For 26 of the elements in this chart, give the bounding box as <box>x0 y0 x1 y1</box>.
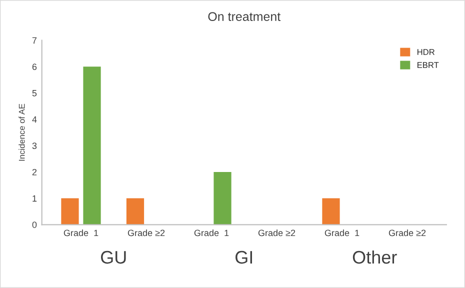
bar <box>83 66 101 225</box>
text: Other <box>352 250 397 264</box>
bar <box>322 198 340 225</box>
y-axis-title: Incidence of AE <box>18 104 25 161</box>
chart-title: On treatment <box>208 12 281 21</box>
legend-label: HDR <box>418 49 434 55</box>
y-tick-label: 6 <box>32 64 37 70</box>
y-tick-label: 3 <box>32 142 37 150</box>
x-tick-label: Grade ≥2 <box>128 230 165 236</box>
x-tick-label: Grade 1 <box>194 230 229 236</box>
x-tick-label: Grade ≥2 <box>258 230 296 236</box>
text: GI <box>236 250 252 264</box>
x-tick-label: Grade 1 <box>324 230 360 236</box>
x-tick-label: Grade 1 <box>64 230 98 236</box>
text: GU <box>100 250 126 264</box>
y-tick-label: 0 <box>32 222 37 228</box>
y-tick-label: 2 <box>32 168 37 176</box>
y-tick-label: 4 <box>32 116 37 123</box>
x-tick-label: Grade ≥2 <box>388 230 426 236</box>
bar <box>214 172 232 225</box>
legend-label: EBRT <box>418 62 439 68</box>
bar <box>126 198 144 225</box>
y-tick-label: 5 <box>32 90 37 96</box>
y-tick-label: 1 <box>32 195 37 202</box>
bar <box>61 198 79 225</box>
y-tick-label: 7 <box>32 37 37 44</box>
